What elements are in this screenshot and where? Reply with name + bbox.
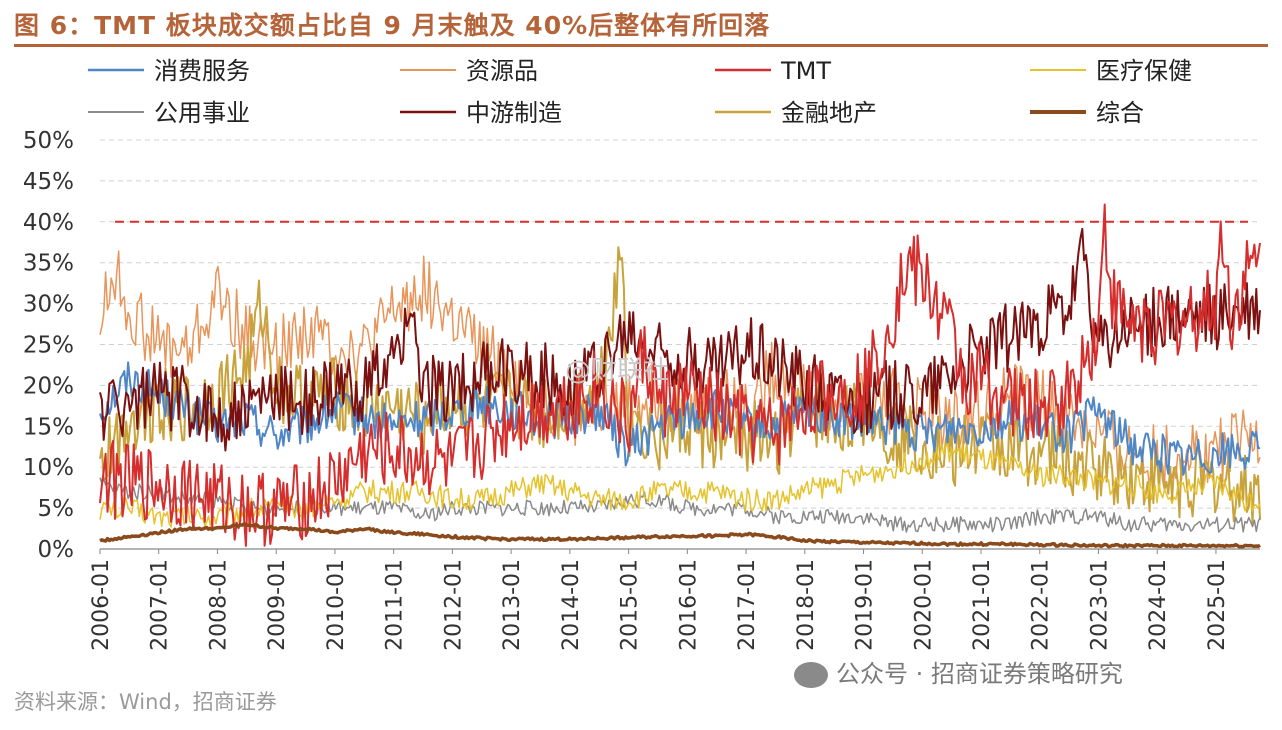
- series-line-0: [99, 361, 1261, 476]
- title-divider: [14, 44, 1268, 47]
- x-tick-label: 2014-01: [559, 559, 584, 651]
- x-tick-label: 2015-01: [618, 559, 643, 651]
- x-tick-label: 2016-01: [676, 559, 701, 651]
- series-line-3: [99, 440, 1261, 528]
- x-tick-label: 2009-01: [265, 559, 290, 651]
- legend-label: 中游制造: [466, 99, 562, 127]
- center-watermark: @财联社: [565, 356, 670, 386]
- x-tick-label: 2021-01: [970, 559, 995, 651]
- x-tick-label: 2011-01: [383, 559, 408, 651]
- legend-label: TMT: [780, 57, 831, 85]
- y-tick-label: 0%: [38, 537, 75, 563]
- legend-label: 消费服务: [154, 57, 250, 85]
- legend-label: 综合: [1096, 99, 1144, 127]
- y-tick-label: 20%: [23, 373, 74, 399]
- y-tick-label: 15%: [23, 414, 74, 440]
- series-line-7: [99, 522, 1261, 549]
- legend-label: 公用事业: [154, 99, 250, 127]
- x-tick-label: 2010-01: [324, 559, 349, 651]
- x-tick-label: 2007-01: [148, 559, 173, 651]
- x-tick-label: 2018-01: [794, 559, 819, 651]
- watermark-text: 公众号 · 招商证券策略研究: [836, 660, 1123, 688]
- x-tick-label: 2008-01: [206, 559, 231, 651]
- x-tick-label: 2019-01: [853, 559, 878, 651]
- series-group: [99, 203, 1261, 549]
- chart-title: 图 6：TMT 板块成交额占比自 9 月末触及 40%后整体有所回落: [14, 11, 771, 40]
- y-tick-label: 5%: [38, 496, 75, 522]
- x-tick-label: 2013-01: [500, 559, 525, 651]
- x-tick-label: 2017-01: [735, 559, 760, 651]
- x-tick-label: 2020-01: [911, 559, 936, 651]
- wechat-icon: [794, 662, 828, 688]
- y-tick-label: 35%: [23, 251, 74, 277]
- x-tick-label: 2023-01: [1087, 559, 1112, 651]
- series-line-2: [99, 203, 1261, 547]
- y-tick-label: 30%: [23, 292, 74, 318]
- x-tick-label: 2024-01: [1146, 559, 1171, 651]
- y-tick-label: 40%: [23, 210, 74, 236]
- y-tick-label: 50%: [23, 128, 74, 154]
- x-tick-label: 2006-01: [89, 559, 114, 651]
- y-tick-label: 10%: [23, 455, 74, 481]
- y-tick-label: 45%: [23, 169, 74, 195]
- y-tick-label: 25%: [23, 333, 74, 359]
- x-tick-label: 2025-01: [1205, 559, 1230, 651]
- legend-label: 医疗保健: [1096, 57, 1192, 85]
- bottom-watermark: 公众号 · 招商证券策略研究: [794, 654, 1123, 689]
- x-tick-label: 2022-01: [1029, 559, 1054, 651]
- legend-label: 金融地产: [781, 99, 877, 127]
- source-note: 资料来源：Wind，招商证券: [14, 690, 277, 714]
- axes: 0% 5% 10% 15% 20% 25% 30% 35% 40% 45% 50% 2006-01 20…: [23, 128, 1260, 651]
- legend-label: 资源品: [466, 57, 538, 85]
- x-tick-label: 2012-01: [441, 559, 466, 651]
